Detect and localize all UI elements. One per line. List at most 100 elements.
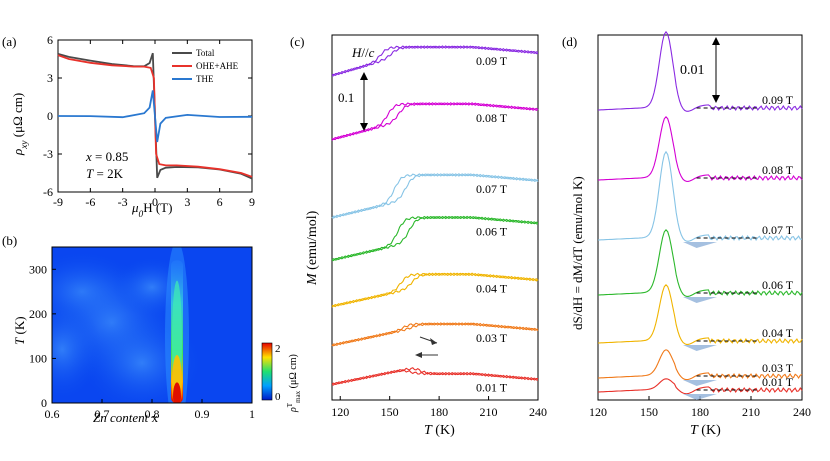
x-tick-label: 0.9 [195, 407, 210, 421]
annotation-temperature: T = 2K [86, 166, 124, 181]
legend-entry: OHE+AHE [196, 61, 239, 71]
x-tick-label: 6 [217, 195, 223, 209]
panel-b-heatmap: 0.6 0.7 0.8 0.9 1 0 100 200 300 Zn content x T (K)… [12, 246, 302, 425]
x-tick-label: 150 [381, 405, 399, 419]
legend-entry: Total [196, 48, 215, 58]
ds-curve [597, 115, 803, 182]
x-tick-label: 0.7 [95, 407, 110, 421]
ds-curve [597, 228, 803, 297]
x-tick-label: 0.8 [145, 407, 160, 421]
x-tick-label: 150 [640, 405, 658, 419]
m-curve-cooling [331, 369, 538, 386]
x-tick-label: 0.6 [45, 407, 60, 421]
x-tick-label: 240 [793, 405, 811, 419]
curve-label: 0.08 T [476, 111, 508, 125]
scale-bar-label: 0.1 [338, 90, 354, 105]
x-tick-label: 210 [480, 405, 498, 419]
panel-label-a: (a) [2, 34, 16, 49]
x-tick-label: 3 [184, 195, 190, 209]
x-tick-label: 180 [691, 405, 709, 419]
scale-bar-arrow-down [360, 123, 368, 131]
x-axis-label: T (K) [424, 423, 455, 438]
m-curve-cooling [331, 173, 539, 219]
x-axis-label: Zn content x [93, 410, 159, 425]
scale-bar-arrow-up [712, 37, 720, 45]
curve-label: 0.01 T [476, 381, 508, 395]
m-curve-cooling [331, 45, 539, 77]
m-curve-warming [331, 272, 539, 308]
curve-label: 0.07 T [476, 182, 508, 196]
x-axis-label: T (K) [690, 423, 721, 438]
y-tick-label: 100 [29, 351, 47, 365]
x-tick-label: 240 [529, 405, 547, 419]
curve-label: 0.06 T [476, 225, 508, 239]
colorbar-tick-max: 2 [275, 343, 281, 355]
y-tick-label: -3 [43, 147, 53, 161]
x-tick-label: 180 [430, 405, 448, 419]
m-curve-cooling [331, 102, 539, 141]
entropy-shading [683, 380, 717, 386]
y-tick-label: 6 [47, 33, 53, 47]
colorbar [261, 342, 273, 401]
m-curve-warming [331, 102, 539, 141]
ds-curve [597, 30, 803, 112]
y-tick-label: -6 [43, 185, 53, 199]
legend-entry: THE [196, 74, 214, 84]
y-tick-label: 300 [29, 262, 47, 276]
entropy-shading [683, 394, 717, 400]
entropy-shading [683, 242, 717, 248]
panel-label-b: (b) [2, 233, 17, 248]
curve-label: 0.01 T [762, 375, 794, 389]
series-line-the [57, 90, 253, 143]
curve-label: 0.09 T [762, 93, 794, 107]
ds-curve [597, 283, 803, 345]
ds-curve [597, 150, 803, 242]
scale-bar-label: 0.01 [680, 63, 705, 78]
x-tick-label: -6 [85, 195, 95, 209]
curve-label: 0.03 T [476, 331, 508, 345]
ds-curve [597, 349, 803, 381]
y-tick-label: 200 [29, 307, 47, 321]
heatmap-red-core [173, 382, 181, 403]
curve-label: 0.04 T [762, 326, 794, 340]
m-curve-warming [331, 173, 539, 219]
colorbar-tick-min: 0 [275, 391, 281, 403]
y-tick-label: 3 [47, 71, 53, 85]
m-curve-cooling [331, 322, 539, 347]
x-tick-label: 1 [249, 407, 255, 421]
panel-d-entropy-derivative: 120 150 180 210 240 0.09 T 0.08 T 0.07 T 0.06 T 0… [570, 30, 811, 438]
y-tick-label: 0 [41, 396, 47, 410]
x-tick-label: 120 [589, 405, 607, 419]
curve-label: 0.04 T [476, 281, 508, 295]
x-tick-label: -9 [53, 195, 63, 209]
entropy-shading [683, 345, 717, 351]
colorbar-label: ρTmax (μΩ cm) [286, 354, 302, 413]
curve-label: 0.08 T [762, 163, 794, 177]
x-tick-label: 9 [249, 195, 255, 209]
m-curve-cooling [331, 272, 539, 308]
y-axis-label: T (K) [12, 316, 27, 345]
x-tick-label: -3 [118, 195, 128, 209]
y-axis-label: ρxy (μΩ cm) [10, 93, 30, 156]
field-direction-label: H//c [351, 45, 375, 60]
y-axis-label: dS/dH = dM/dT (emu/mol K) [570, 176, 585, 330]
curve-label: 0.07 T [762, 223, 794, 237]
m-curve-warming [331, 215, 539, 262]
curve-label: 0.06 T [762, 278, 794, 292]
annotation-composition: x = 0.85 [85, 149, 128, 164]
heatmap-area [52, 247, 252, 403]
x-axis-label: μ0H (T) [131, 200, 172, 220]
curve-label: 0.09 T [476, 54, 508, 68]
heatmap-glow [52, 299, 102, 400]
scale-bar-arrow-down [712, 95, 720, 103]
panel-label-c: (c) [290, 34, 304, 49]
y-axis-label: M (emu/mol) [305, 210, 320, 286]
m-curve-cooling [331, 215, 539, 261]
entropy-shading [683, 297, 717, 303]
ds-curve [597, 378, 803, 395]
panel-c-magnetization: 120 150 180 210 240 0.09 T 0.08 T 0.07 T 0.06 T 0… [305, 34, 547, 438]
cooling-arrow-head [415, 352, 422, 358]
y-tick-label: 0 [47, 109, 53, 123]
